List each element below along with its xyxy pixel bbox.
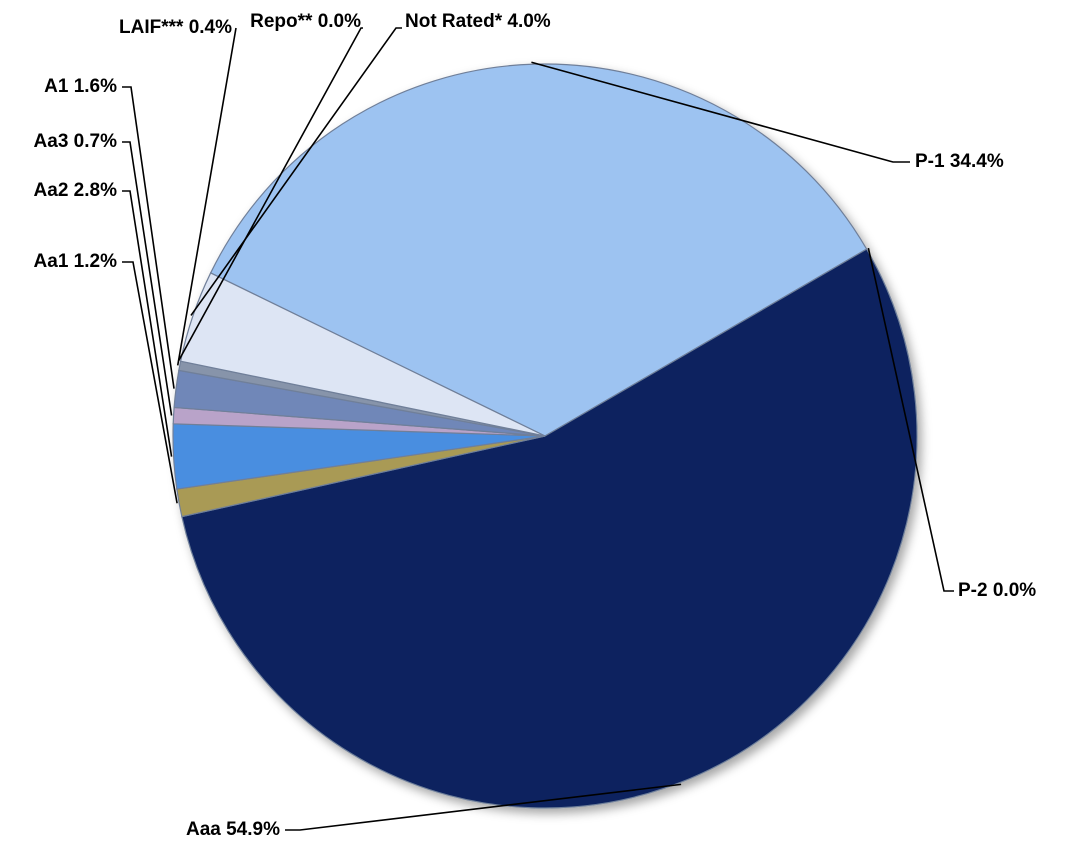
pie-slices [172,63,918,809]
leader-a1 [122,86,175,389]
leader-repo [177,27,363,362]
slice-p-1 [209,63,868,437]
label-aa3: Aa3 0.7% [34,131,118,152]
label-a1: A1 1.6% [44,76,117,97]
slice-aaa [181,248,918,809]
label-aa1: Aa1 1.2% [34,251,118,272]
label-aaa: Aaa 54.9% [186,819,280,840]
leader-aa3 [122,141,173,416]
label-not-rated: Not Rated* 4.0% [405,11,551,32]
label-p-1: P-1 34.4% [915,151,1004,172]
slice-not-rated [179,272,546,437]
leader-aaa [285,783,682,831]
leader-not-rated [190,27,402,316]
slice-labels: P-1 34.4% P-2 0.0% Aaa 54.9% Aa1 1.2% Aa2 2.… [34,11,1037,840]
label-laif: LAIF*** 0.4% [119,17,232,38]
label-repo: Repo** 0.0% [250,11,361,32]
leader-laif [176,27,237,366]
leader-p-2 [867,247,954,592]
leader-lines [122,27,954,831]
label-p-2: P-2 0.0% [958,580,1036,601]
leader-p-1 [531,61,910,163]
label-aa2: Aa2 2.8% [34,180,118,201]
leader-aa1 [122,261,178,504]
leader-aa2 [122,190,173,457]
